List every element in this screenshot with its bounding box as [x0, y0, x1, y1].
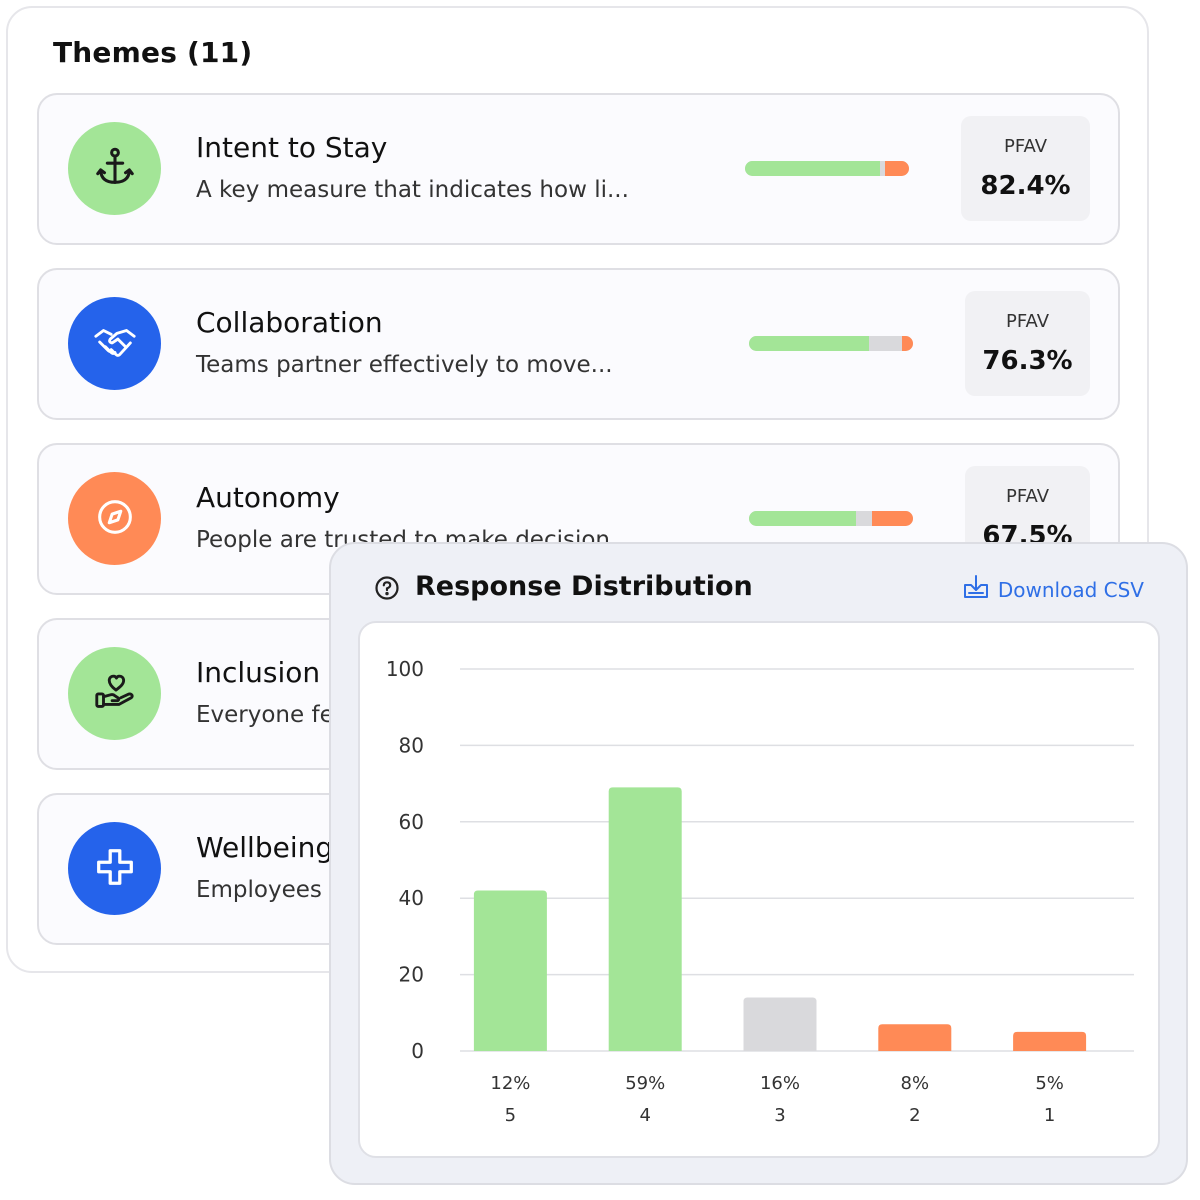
x-tick-label: 2 [909, 1105, 920, 1126]
theme-name: Wellbeing [196, 831, 334, 864]
chart-bar [608, 787, 682, 1051]
y-tick-label: 100 [386, 657, 424, 681]
bar-favorable-segment [749, 511, 856, 526]
bar-unfavorable-segment [885, 161, 909, 176]
y-tick-label: 40 [399, 886, 424, 910]
theme-name: Inclusion [196, 656, 321, 689]
bar-neutral-segment [880, 161, 886, 176]
chart-bar [878, 1024, 952, 1051]
theme-name: Autonomy [196, 481, 340, 514]
download-icon [962, 574, 990, 605]
chart-bar [473, 890, 547, 1051]
response-distribution-title: Response Distribution [415, 571, 753, 602]
compass-icon [92, 494, 138, 544]
pfav-label: PFAV [1005, 311, 1050, 332]
pfav-score: PFAV 76.3% [965, 291, 1090, 396]
pfav-progress-bar [745, 161, 909, 176]
theme-description: Employees [196, 877, 322, 903]
medical-cross-icon [92, 844, 138, 894]
bar-percent-label: 59% [625, 1073, 665, 1094]
bar-percent-label: 12% [490, 1073, 530, 1094]
pfav-label: PFAV [1003, 136, 1048, 157]
theme-description: Teams partner effectively to move... [196, 352, 613, 378]
y-tick-label: 60 [399, 810, 424, 834]
theme-card-intent-to-stay[interactable]: Intent to Stay A key measure that indica… [37, 93, 1120, 245]
theme-card-autonomy[interactable]: Autonomy People are trusted to make deci… [37, 443, 1120, 595]
theme-icon-badge [68, 297, 161, 390]
pfav-label: PFAV [1005, 486, 1050, 507]
x-tick-label: 5 [505, 1105, 516, 1126]
response-distribution-panel: Response Distribution Download CSV 0 20 40… [329, 542, 1188, 1185]
bar-percent-label: 5% [1035, 1073, 1064, 1094]
theme-icon-badge [68, 822, 161, 915]
anchor-icon [92, 144, 138, 194]
theme-name: Intent to Stay [196, 131, 388, 164]
bar-percent-label: 8% [901, 1073, 930, 1094]
bar-unfavorable-segment [901, 336, 913, 351]
chart-bar [1013, 1031, 1087, 1051]
y-tick-label: 0 [411, 1039, 424, 1063]
theme-icon-badge [68, 122, 161, 215]
bar-neutral-segment [868, 336, 902, 351]
bar-favorable-segment [749, 336, 869, 351]
theme-description: A key measure that indicates how li... [196, 177, 629, 203]
pfav-value: 82.4% [980, 171, 1071, 201]
response-distribution-chart: 0 20 40 60 80 100 12% 5 59% 4 16% 3 8% 2 5% 1 [358, 621, 1160, 1158]
theme-icon-badge [68, 472, 161, 565]
handshake-icon [92, 319, 138, 369]
y-tick-label: 20 [399, 963, 424, 987]
bar-neutral-segment [855, 511, 872, 526]
chart-bar [743, 997, 817, 1051]
download-csv-button[interactable]: Download CSV [962, 574, 1144, 605]
theme-description: Everyone fe [196, 702, 334, 728]
bar-unfavorable-segment [871, 511, 913, 526]
x-tick-label: 3 [774, 1105, 785, 1126]
bar-favorable-segment [745, 161, 881, 176]
pfav-progress-bar [749, 511, 913, 526]
bar-chart: 0 20 40 60 80 100 12% 5 59% 4 16% 3 8% 2 5% 1 [386, 657, 1134, 1126]
hand-heart-icon [92, 669, 138, 719]
theme-icon-badge [68, 647, 161, 740]
y-tick-label: 80 [399, 733, 424, 757]
question-circle-icon[interactable] [374, 575, 400, 601]
pfav-progress-bar [749, 336, 913, 351]
download-csv-label: Download CSV [997, 577, 1144, 602]
pfav-score: PFAV 82.4% [961, 116, 1090, 221]
x-tick-label: 1 [1044, 1105, 1055, 1126]
pfav-value: 76.3% [982, 346, 1073, 376]
themes-title: Themes (11) [53, 36, 253, 69]
theme-card-collaboration[interactable]: Collaboration Teams partner effectively … [37, 268, 1120, 420]
theme-name: Collaboration [196, 306, 383, 339]
bar-percent-label: 16% [760, 1073, 800, 1094]
x-tick-label: 4 [639, 1105, 650, 1126]
